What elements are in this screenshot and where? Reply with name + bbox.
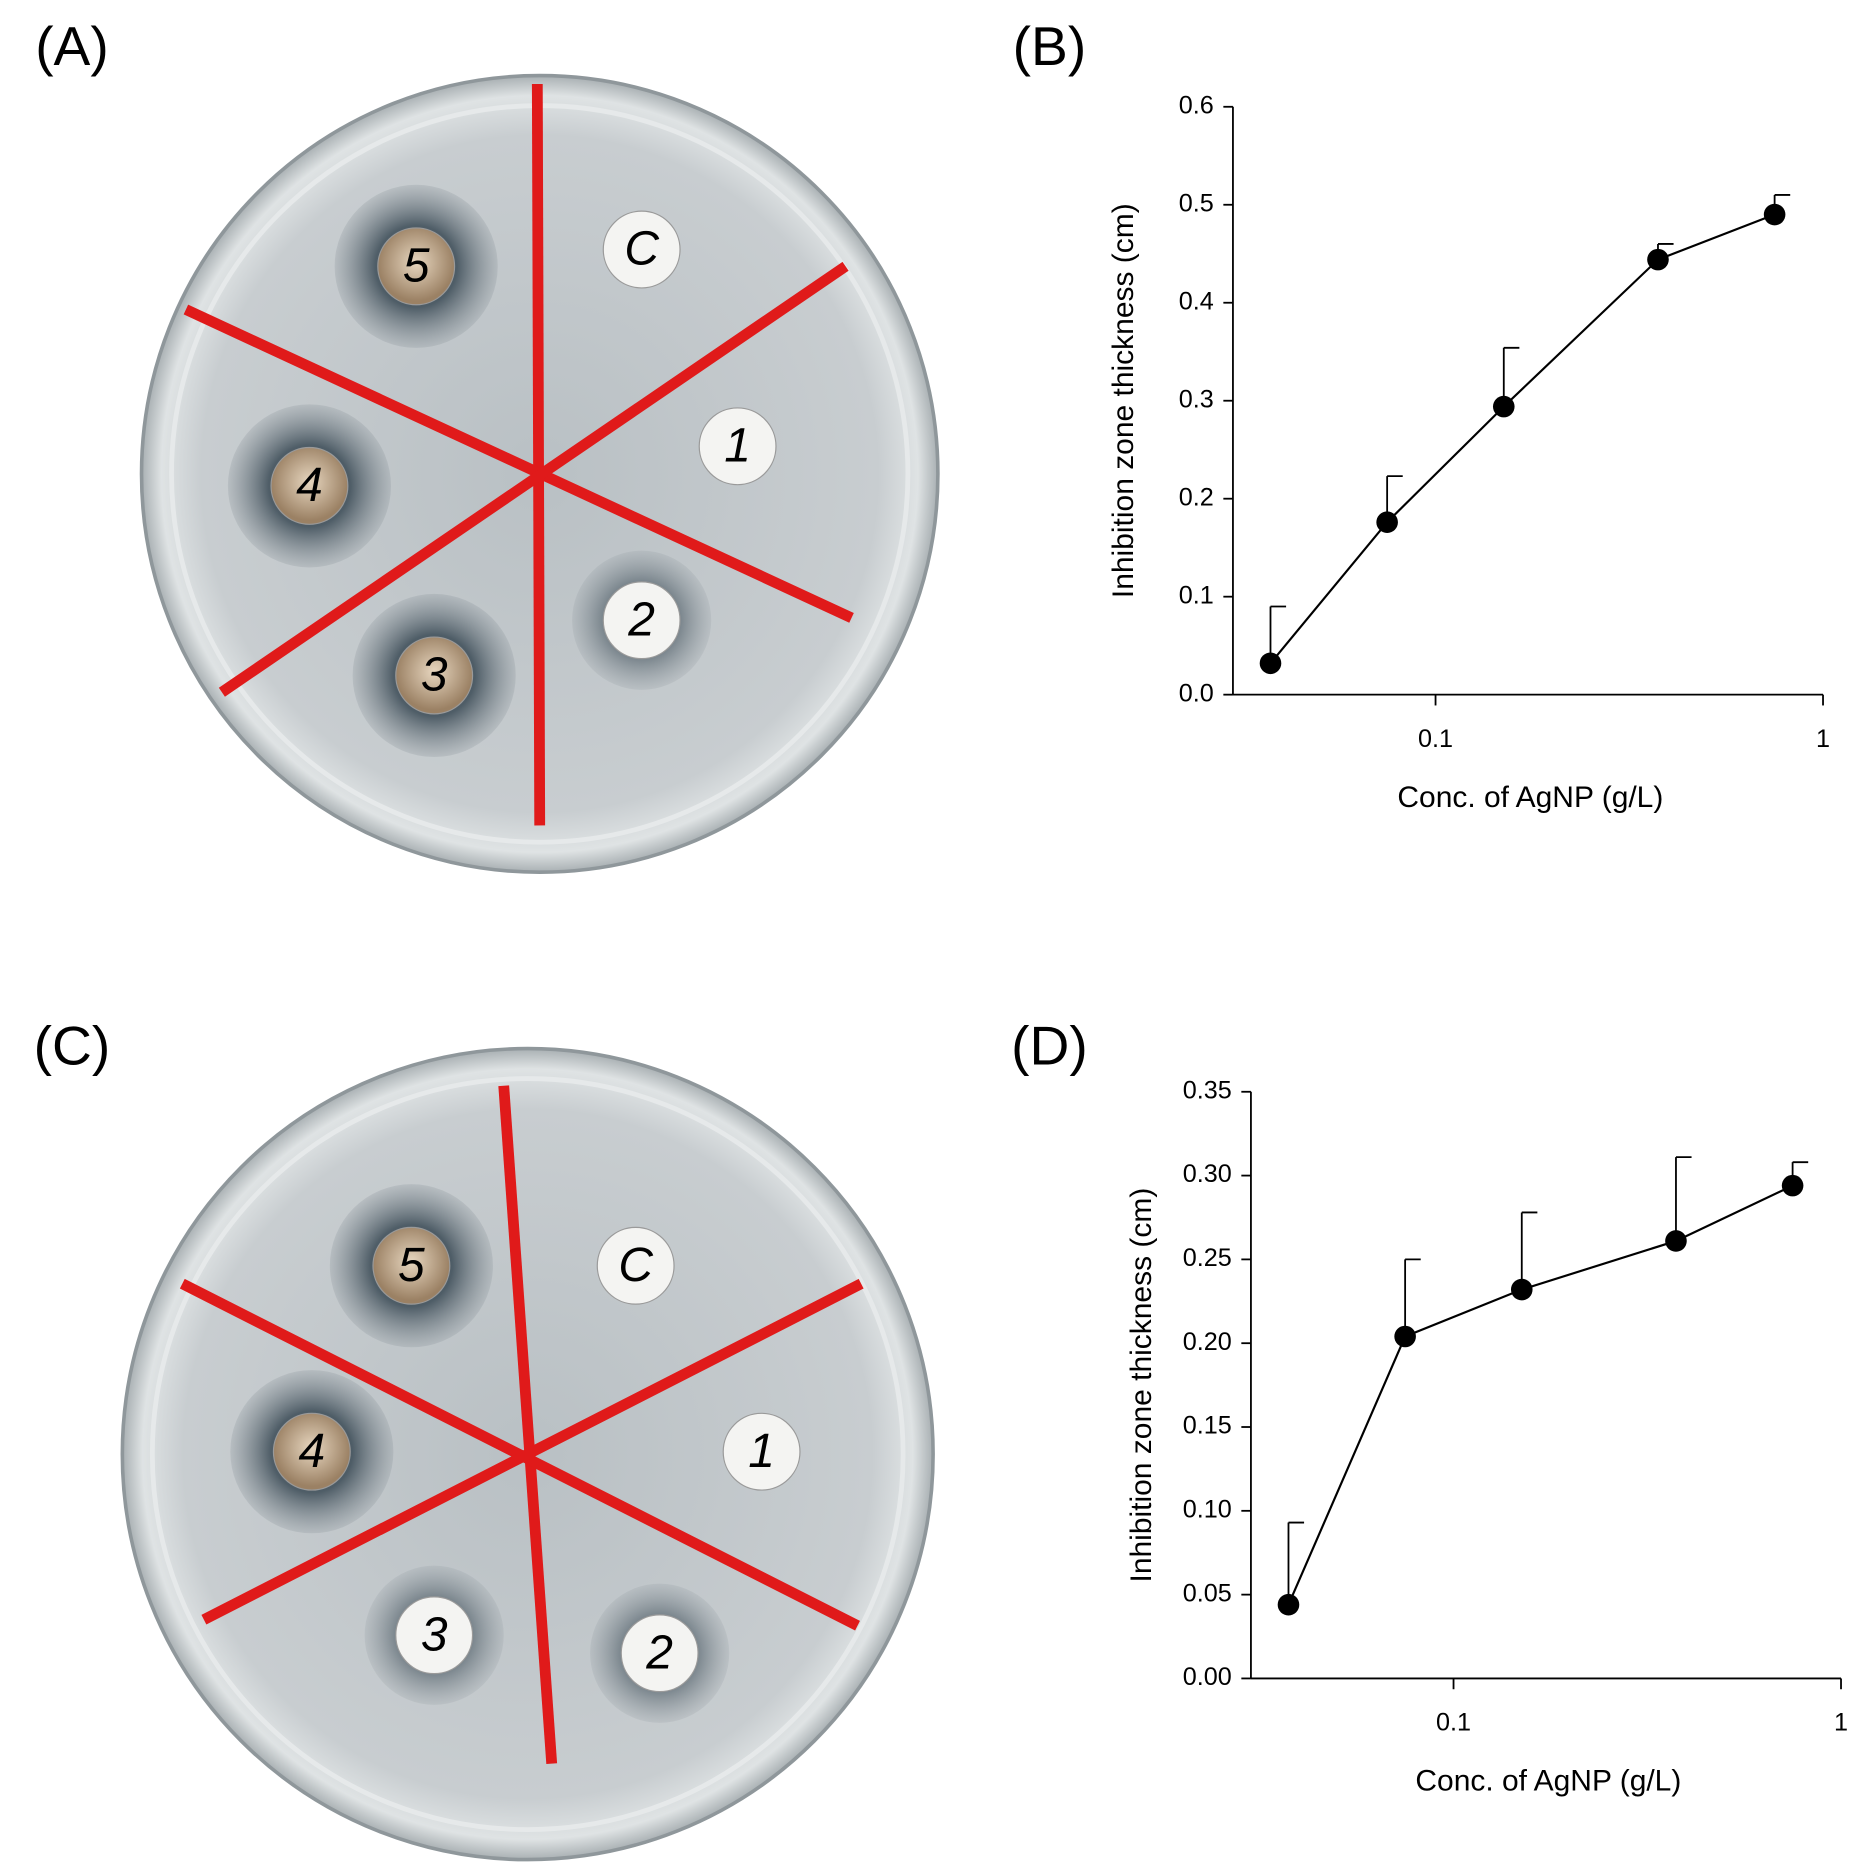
- x-tick-label: 1: [1816, 725, 1830, 753]
- marker-line: [218, 261, 849, 697]
- disk: [698, 407, 777, 486]
- point: [1259, 652, 1282, 675]
- x-tick-label: 0.1: [1418, 725, 1453, 753]
- y-tick-label: 0.10: [1183, 1495, 1232, 1523]
- error-bar: [1520, 1211, 1538, 1290]
- error-bar: [1675, 1156, 1692, 1241]
- x-tick-label: 1: [1834, 1709, 1848, 1737]
- y-tick-label: 0.20: [1183, 1328, 1232, 1356]
- disk-label: 4: [296, 459, 323, 512]
- panel-label: (C): [34, 1014, 111, 1076]
- y-tick-label: 0.1: [1179, 581, 1214, 609]
- disk: [372, 1226, 451, 1305]
- point: [1394, 1325, 1416, 1348]
- point: [1763, 203, 1786, 226]
- y-tick-label: 0.5: [1179, 189, 1214, 217]
- point: [1277, 1593, 1300, 1616]
- y-axis-title: Inhibition zone thickness (cm): [1125, 1188, 1158, 1583]
- y-tick-label: 0.4: [1179, 287, 1214, 315]
- disk: [722, 1412, 801, 1491]
- marker-line: [183, 304, 854, 623]
- x-tick-label: 0.1: [1436, 1709, 1471, 1737]
- panel-label: (B): [1013, 15, 1087, 77]
- disk-label: 1: [724, 419, 751, 472]
- y-tick-label: 0.6: [1179, 91, 1214, 119]
- line: [1269, 213, 1776, 664]
- y-tick-label: 0.35: [1183, 1076, 1232, 1104]
- y-tick-label: 0.30: [1183, 1160, 1232, 1188]
- disk-label: 3: [421, 1608, 448, 1661]
- error-bar: [1404, 1258, 1421, 1337]
- disk: [270, 446, 349, 525]
- x-axis-title: Conc. of AgNP (g/L): [1415, 1765, 1681, 1798]
- y-axis-title: Inhibition zone thickness (cm): [1107, 203, 1140, 598]
- disk-label: 5: [403, 239, 430, 292]
- y-tick-label: 0.25: [1183, 1244, 1232, 1272]
- disk-label: 2: [645, 1626, 673, 1679]
- disk: [395, 636, 474, 715]
- point: [1647, 248, 1669, 271]
- point: [1781, 1174, 1804, 1197]
- error-bar: [1287, 1521, 1305, 1605]
- marker-line: [498, 1085, 558, 1765]
- disk-label: 4: [298, 1425, 325, 1478]
- disk-label: C: [618, 1239, 653, 1292]
- point: [1376, 511, 1398, 534]
- disk: [602, 210, 681, 289]
- marker-line: [531, 83, 546, 826]
- point: [1665, 1230, 1687, 1252]
- disk: [377, 227, 456, 306]
- panel-label: (D): [1011, 1014, 1088, 1076]
- disk-label: C: [624, 223, 659, 276]
- y-tick-label: 0.3: [1179, 385, 1214, 413]
- dish-rim: [149, 1076, 906, 1833]
- y-tick-label: 0.00: [1183, 1663, 1232, 1691]
- y-tick-label: 0.0: [1179, 679, 1214, 707]
- panel-label: (A): [35, 15, 109, 77]
- disk-label: 3: [421, 649, 448, 702]
- disk: [596, 1226, 675, 1305]
- x-axis-title: Conc. of AgNP (g/L): [1397, 781, 1663, 814]
- y-tick-label: 0.15: [1183, 1412, 1232, 1440]
- disk-label: 2: [627, 593, 655, 646]
- point: [1492, 395, 1515, 418]
- marker-line: [201, 1278, 864, 1625]
- disk: [602, 581, 681, 660]
- y-tick-label: 0.05: [1183, 1579, 1232, 1607]
- line: [1287, 1184, 1794, 1606]
- disk-label: 5: [398, 1239, 425, 1292]
- disk: [620, 1614, 699, 1693]
- disk: [272, 1412, 351, 1491]
- disk-label: 1: [748, 1425, 775, 1478]
- point: [1510, 1278, 1533, 1301]
- y-tick-label: 0.2: [1179, 483, 1214, 511]
- disk: [395, 1596, 474, 1675]
